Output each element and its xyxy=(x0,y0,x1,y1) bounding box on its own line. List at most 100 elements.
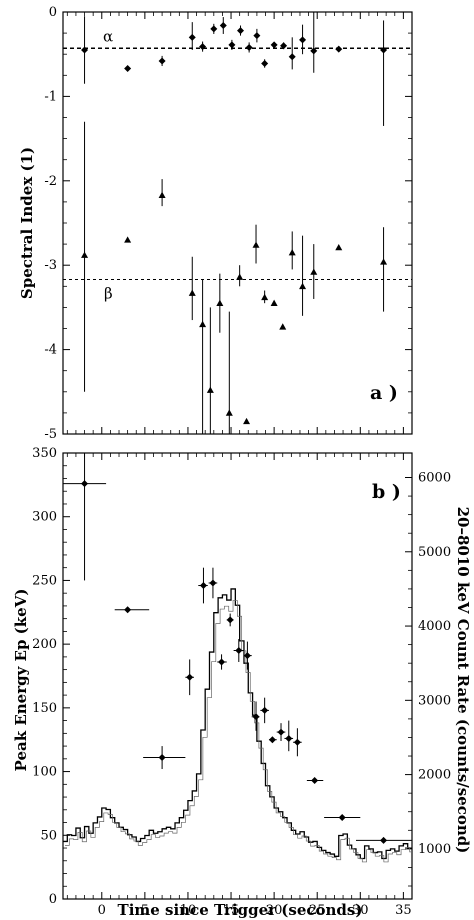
alpha-point xyxy=(280,42,288,50)
panel-a-y-ticks: 0 -1 -2 -3 -4 -5 xyxy=(44,5,412,442)
beta-point xyxy=(199,320,207,328)
panel-b-y-tick-label: 200 xyxy=(32,637,57,652)
beta-point xyxy=(261,293,269,301)
panel-b-x-tick-label: 20 xyxy=(266,903,283,918)
panel-b-x-tick-label: 35 xyxy=(395,903,412,918)
peak-energy-point xyxy=(218,658,226,666)
panel-b-x-ticks: 0 5 10 15 20 25 30 35 xyxy=(66,453,412,918)
alpha-point xyxy=(124,65,132,73)
alpha-point xyxy=(81,46,89,54)
alpha-point xyxy=(158,57,166,65)
peak-energy-point xyxy=(277,728,285,736)
peak-energy-point xyxy=(158,754,166,762)
peak-energy-point xyxy=(252,713,260,721)
alpha-point xyxy=(237,27,245,35)
panel-a-y-tick-label: -4 xyxy=(44,343,57,358)
alpha-point xyxy=(199,43,207,51)
panel-b-y-tick-label: 250 xyxy=(32,573,57,588)
panel-a-y-tick-label: -5 xyxy=(44,427,57,442)
peak-energy-point xyxy=(261,706,269,714)
panel-b-y-tick-label: 100 xyxy=(32,765,57,780)
alpha-point xyxy=(261,59,269,67)
peak-energy-point xyxy=(199,582,207,590)
beta-point xyxy=(335,243,343,251)
beta-point xyxy=(243,417,251,425)
panel-a-reference-label: β xyxy=(104,285,113,303)
panel-b-y-tick-label: 350 xyxy=(32,446,57,461)
beta-point xyxy=(206,386,214,393)
beta-point xyxy=(225,409,233,416)
panel-b-count-rate-series xyxy=(63,588,412,863)
beta-point xyxy=(81,251,89,258)
panel-b-right-y-tick-label: 2000 xyxy=(418,768,451,783)
beta-point xyxy=(299,282,307,290)
panel-b-x-tick-label: 5 xyxy=(141,903,149,918)
alpha-point xyxy=(380,46,388,54)
alpha-point xyxy=(245,43,253,51)
alpha-point xyxy=(335,45,343,53)
panel-b-right-y-tick-label: 6000 xyxy=(418,471,451,486)
alpha-point xyxy=(210,25,218,33)
alpha-point xyxy=(228,41,236,49)
panel-a-frame xyxy=(62,11,413,435)
panel-a-y-tick-label: -2 xyxy=(44,174,57,189)
peak-energy-point xyxy=(124,606,132,614)
panel-a-reference-lines: αβ xyxy=(63,27,412,303)
peak-energy-point xyxy=(226,616,234,624)
beta-point xyxy=(279,323,287,330)
peak-energy-point xyxy=(268,736,276,744)
panel-b-right-y-ticks: 1000 2000 3000 4000 5000 6000 xyxy=(405,471,451,887)
beta-point xyxy=(158,191,166,198)
alpha-point xyxy=(219,22,227,30)
panel-b-right-y-tick-label: 5000 xyxy=(418,545,451,560)
panel-b-right-y-tick-label: 3000 xyxy=(418,693,451,708)
beta-point xyxy=(380,258,388,265)
peak-energy-point xyxy=(186,673,194,681)
beta-point xyxy=(288,249,296,256)
beta-point xyxy=(310,268,318,275)
panel-a-reference-label: α xyxy=(103,27,113,45)
alpha-point xyxy=(188,33,196,41)
peak-energy-point xyxy=(209,579,217,587)
panel-b-right-y-tick-label: 1000 xyxy=(418,842,451,857)
peak-energy-point xyxy=(235,647,243,655)
alpha-point xyxy=(310,47,318,55)
panel-b-y-tick-label: 300 xyxy=(32,510,57,525)
count-rate-line xyxy=(63,588,412,860)
panel-a-y-tick-label: -1 xyxy=(44,89,57,104)
panel-a-spectral-index: 0-1-2-3-4-5 αβ Spectral Index (1) a ) xyxy=(18,5,413,442)
peak-energy-point xyxy=(311,776,319,784)
panel-b-x-tick-label: 10 xyxy=(180,903,197,918)
panel-b-x-tick-label: 0 xyxy=(98,903,106,918)
panel-b-frame xyxy=(62,452,413,900)
panel-b-y-ticks: 0 50 100 150 200 250 300 350 xyxy=(32,446,70,907)
panel-a-y-tick-label: 0 xyxy=(49,5,57,20)
peak-energy-point xyxy=(380,836,388,844)
panel-b-x-tick-label: 15 xyxy=(223,903,240,918)
panel-b-peak-energy-series xyxy=(63,453,412,844)
panel-b-x-tick-label: 30 xyxy=(352,903,369,918)
panel-a-series xyxy=(81,12,388,434)
beta-point xyxy=(236,273,244,280)
panel-a-label: a ) xyxy=(370,382,398,404)
panel-b-y-tick-label: 50 xyxy=(40,828,57,843)
panel-a-y-tick-label: -3 xyxy=(44,258,57,273)
panel-b-label: b ) xyxy=(372,481,401,503)
alpha-point xyxy=(270,41,278,49)
alpha-point xyxy=(288,53,296,61)
panel-b-y-axis-title: Peak Energy Ep (keV) xyxy=(12,589,30,772)
peak-energy-point xyxy=(81,480,89,488)
beta-point xyxy=(252,241,260,248)
beta-point xyxy=(216,299,224,306)
beta-point xyxy=(270,299,278,306)
x-axis-title: Time since Trigger (seconds) xyxy=(118,901,363,919)
panel-a-y-axis-title: Spectral Index (1) xyxy=(18,147,36,299)
peak-energy-point xyxy=(285,734,293,742)
alpha-point xyxy=(299,36,307,44)
count-rate-background-line xyxy=(65,600,412,863)
peak-energy-point xyxy=(338,813,346,821)
beta-point xyxy=(124,236,132,243)
beta-point xyxy=(188,289,196,296)
